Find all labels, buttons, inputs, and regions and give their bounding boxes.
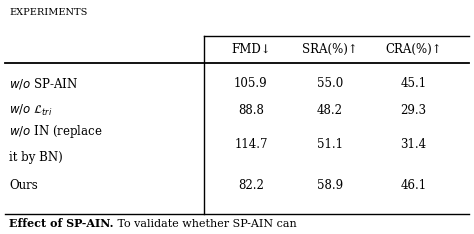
Text: 105.9: 105.9: [234, 77, 268, 90]
Text: 58.9: 58.9: [317, 179, 343, 192]
Text: 46.1: 46.1: [401, 179, 427, 192]
Text: Ours: Ours: [9, 179, 38, 192]
Text: SRA(%)↑: SRA(%)↑: [302, 43, 358, 56]
Text: 114.7: 114.7: [234, 138, 268, 151]
Text: FMD↓: FMD↓: [231, 43, 271, 56]
Text: CRA(%)↑: CRA(%)↑: [385, 43, 442, 56]
Text: 88.8: 88.8: [238, 104, 264, 117]
Text: $\mathit{w/o}$ IN (replace: $\mathit{w/o}$ IN (replace: [9, 123, 103, 140]
Text: $\mathit{w/o}$ SP-AIN: $\mathit{w/o}$ SP-AIN: [9, 76, 79, 91]
Text: 82.2: 82.2: [238, 179, 264, 192]
Text: 48.2: 48.2: [317, 104, 343, 117]
Text: EXPERIMENTS: EXPERIMENTS: [9, 8, 88, 17]
Text: 51.1: 51.1: [317, 138, 343, 151]
Text: $\mathit{w/o}$ $\mathcal{L}_{tri}$: $\mathit{w/o}$ $\mathcal{L}_{tri}$: [9, 102, 53, 118]
Text: To validate whether SP-AIN can: To validate whether SP-AIN can: [114, 219, 297, 229]
Text: 45.1: 45.1: [401, 77, 427, 90]
Text: 29.3: 29.3: [401, 104, 427, 117]
Text: it by BN): it by BN): [9, 151, 63, 164]
Text: 55.0: 55.0: [317, 77, 343, 90]
Text: 31.4: 31.4: [401, 138, 427, 151]
Text: Effect of SP-AIN.: Effect of SP-AIN.: [9, 218, 114, 229]
